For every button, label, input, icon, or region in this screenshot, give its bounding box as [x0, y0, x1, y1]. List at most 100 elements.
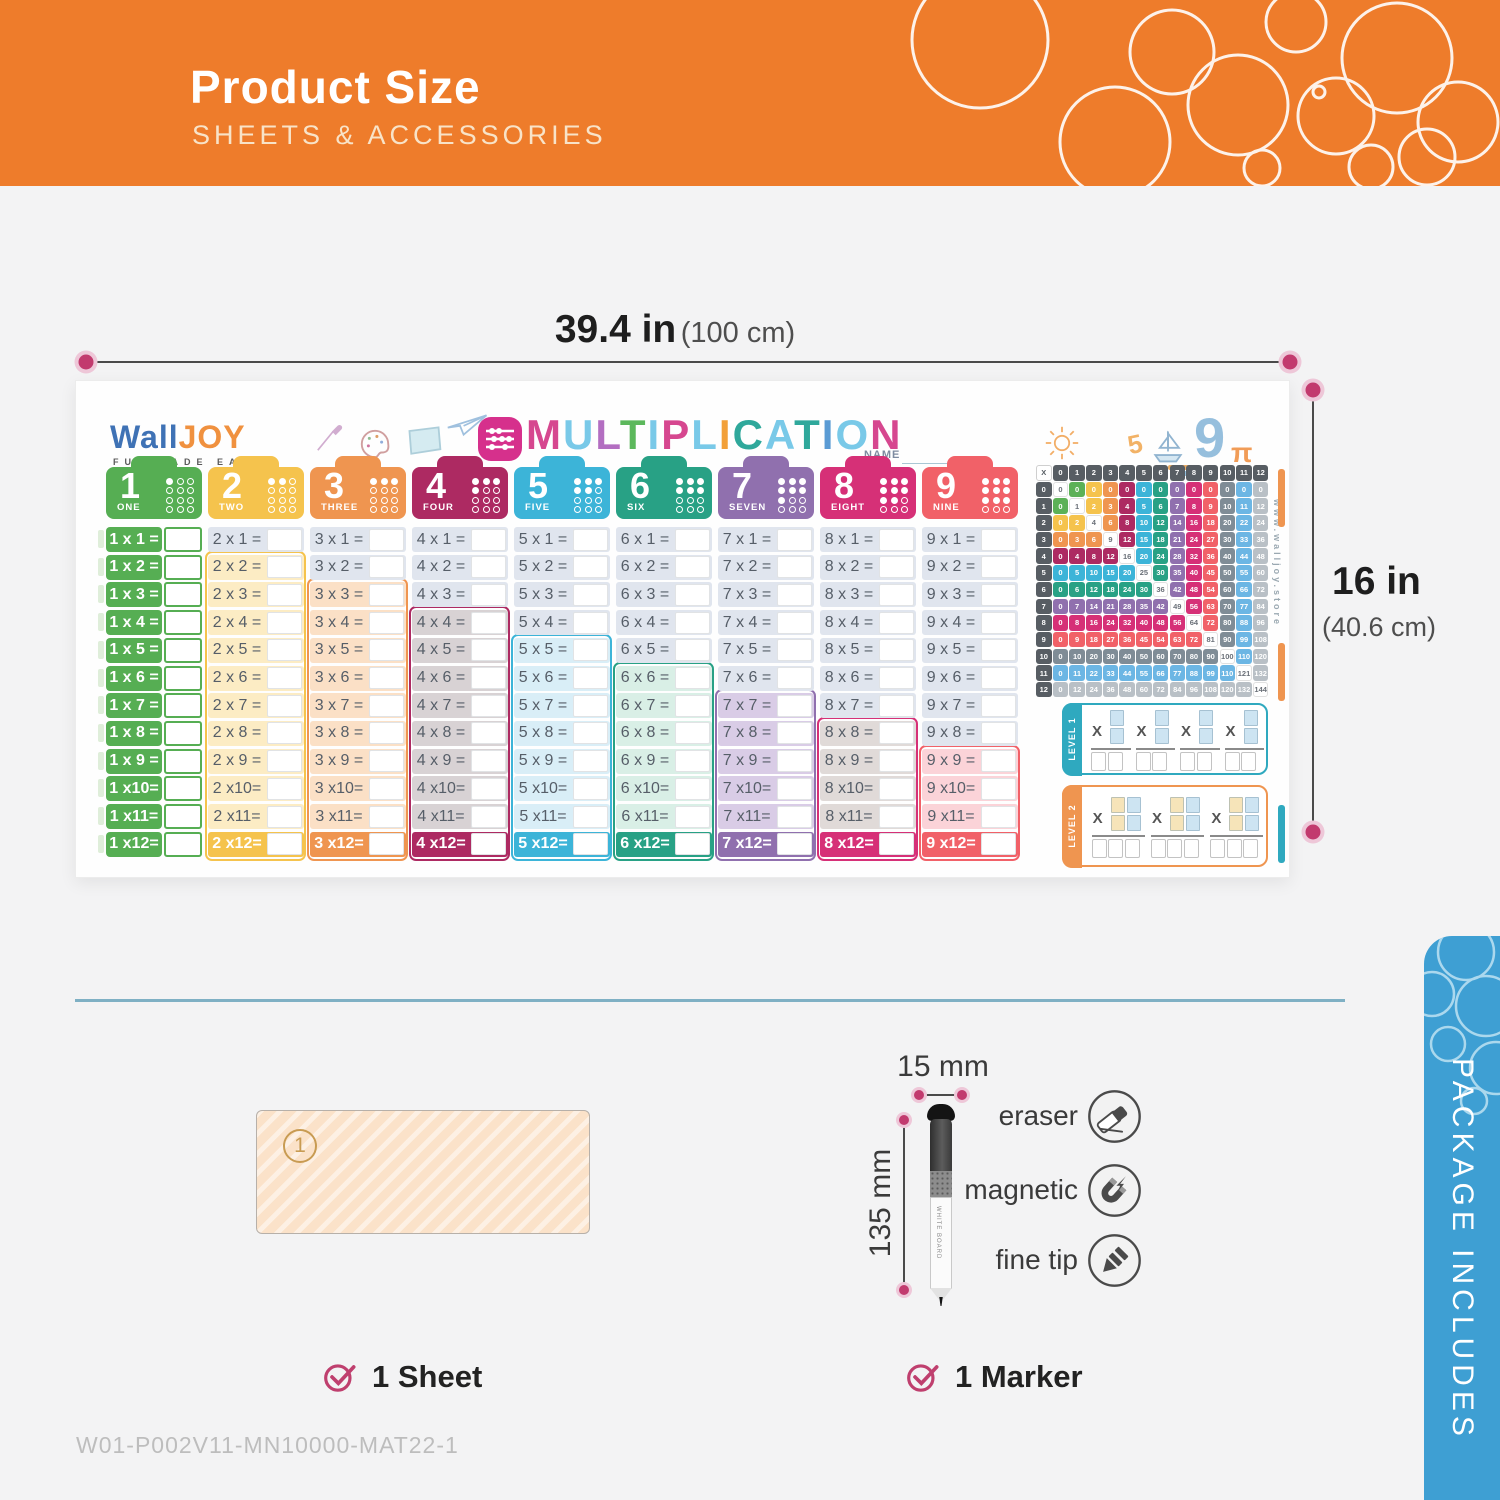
practice-answer-cell[interactable] [1135, 752, 1151, 771]
answer-box[interactable] [267, 528, 302, 551]
answer-box[interactable] [267, 694, 302, 717]
answer-box[interactable] [675, 556, 710, 579]
answer-box[interactable] [981, 583, 1016, 606]
answer-box[interactable] [164, 720, 202, 746]
answer-box[interactable] [777, 777, 812, 800]
answer-box[interactable] [675, 750, 710, 773]
practice-answer-cell[interactable] [1108, 839, 1124, 858]
answer-box[interactable] [573, 583, 608, 606]
answer-box[interactable] [369, 722, 404, 745]
answer-box[interactable] [879, 639, 914, 662]
practice-answer-cell[interactable] [1124, 839, 1140, 858]
answer-box[interactable] [879, 694, 914, 717]
answer-box[interactable] [471, 805, 506, 828]
answer-box[interactable] [471, 750, 506, 773]
answer-box[interactable] [164, 610, 202, 636]
answer-box[interactable] [777, 583, 812, 606]
answer-box[interactable] [981, 805, 1016, 828]
answer-box[interactable] [164, 637, 202, 663]
answer-box[interactable] [471, 722, 506, 745]
answer-box[interactable] [267, 777, 302, 800]
answer-box[interactable] [471, 583, 506, 606]
answer-box[interactable] [573, 722, 608, 745]
answer-box[interactable] [164, 554, 202, 580]
answer-box[interactable] [369, 750, 404, 773]
answer-box[interactable] [777, 667, 812, 689]
answer-box[interactable] [573, 556, 608, 579]
answer-box[interactable] [573, 750, 608, 773]
answer-box[interactable] [267, 639, 302, 662]
answer-box[interactable] [267, 611, 302, 634]
answer-box[interactable] [267, 750, 302, 773]
answer-box[interactable] [777, 528, 812, 551]
answer-box[interactable] [879, 528, 914, 551]
answer-box[interactable] [471, 556, 506, 579]
answer-box[interactable] [573, 611, 608, 634]
answer-box[interactable] [981, 556, 1016, 579]
answer-box[interactable] [675, 667, 710, 689]
answer-box[interactable] [675, 722, 710, 745]
answer-box[interactable] [675, 611, 710, 634]
answer-box[interactable] [675, 777, 710, 800]
answer-box[interactable] [777, 833, 812, 856]
answer-box[interactable] [777, 639, 812, 662]
answer-box[interactable] [981, 667, 1016, 689]
answer-box[interactable] [164, 693, 202, 719]
answer-box[interactable] [777, 556, 812, 579]
answer-box[interactable] [267, 667, 302, 689]
answer-box[interactable] [369, 833, 404, 856]
answer-box[interactable] [267, 833, 302, 856]
answer-box[interactable] [675, 805, 710, 828]
answer-box[interactable] [164, 748, 202, 774]
answer-box[interactable] [471, 611, 506, 634]
answer-box[interactable] [369, 777, 404, 800]
answer-box[interactable] [675, 639, 710, 662]
practice-answer-cell[interactable] [1224, 752, 1240, 771]
answer-box[interactable] [369, 805, 404, 828]
answer-box[interactable] [164, 776, 202, 802]
answer-box[interactable] [471, 777, 506, 800]
answer-box[interactable] [369, 694, 404, 717]
answer-box[interactable] [573, 694, 608, 717]
answer-box[interactable] [369, 667, 404, 689]
answer-box[interactable] [981, 833, 1016, 856]
answer-box[interactable] [981, 777, 1016, 800]
answer-box[interactable] [471, 528, 506, 551]
answer-box[interactable] [471, 667, 506, 689]
answer-box[interactable] [573, 833, 608, 856]
answer-box[interactable] [573, 805, 608, 828]
answer-box[interactable] [267, 583, 302, 606]
practice-answer-cell[interactable] [1107, 752, 1123, 771]
answer-box[interactable] [981, 750, 1016, 773]
answer-box[interactable] [573, 777, 608, 800]
answer-box[interactable] [164, 831, 202, 857]
answer-box[interactable] [777, 805, 812, 828]
answer-box[interactable] [369, 611, 404, 634]
answer-box[interactable] [879, 583, 914, 606]
answer-box[interactable] [164, 582, 202, 608]
answer-box[interactable] [267, 722, 302, 745]
practice-answer-cell[interactable] [1150, 839, 1166, 858]
practice-answer-cell[interactable] [1210, 839, 1226, 858]
practice-answer-cell[interactable] [1180, 752, 1195, 771]
answer-box[interactable] [369, 583, 404, 606]
answer-box[interactable] [879, 611, 914, 634]
answer-box[interactable] [777, 750, 812, 773]
answer-box[interactable] [573, 639, 608, 662]
practice-answer-cell[interactable] [1196, 752, 1212, 771]
answer-box[interactable] [981, 528, 1016, 551]
answer-box[interactable] [777, 722, 812, 745]
answer-box[interactable] [369, 556, 404, 579]
answer-box[interactable] [879, 805, 914, 828]
answer-box[interactable] [675, 694, 710, 717]
answer-box[interactable] [164, 527, 202, 552]
answer-box[interactable] [981, 722, 1016, 745]
answer-box[interactable] [879, 556, 914, 579]
practice-answer-cell[interactable] [1091, 752, 1106, 771]
answer-box[interactable] [675, 528, 710, 551]
answer-box[interactable] [879, 750, 914, 773]
practice-answer-cell[interactable] [1243, 839, 1259, 858]
answer-box[interactable] [573, 528, 608, 551]
answer-box[interactable] [777, 611, 812, 634]
answer-box[interactable] [981, 694, 1016, 717]
